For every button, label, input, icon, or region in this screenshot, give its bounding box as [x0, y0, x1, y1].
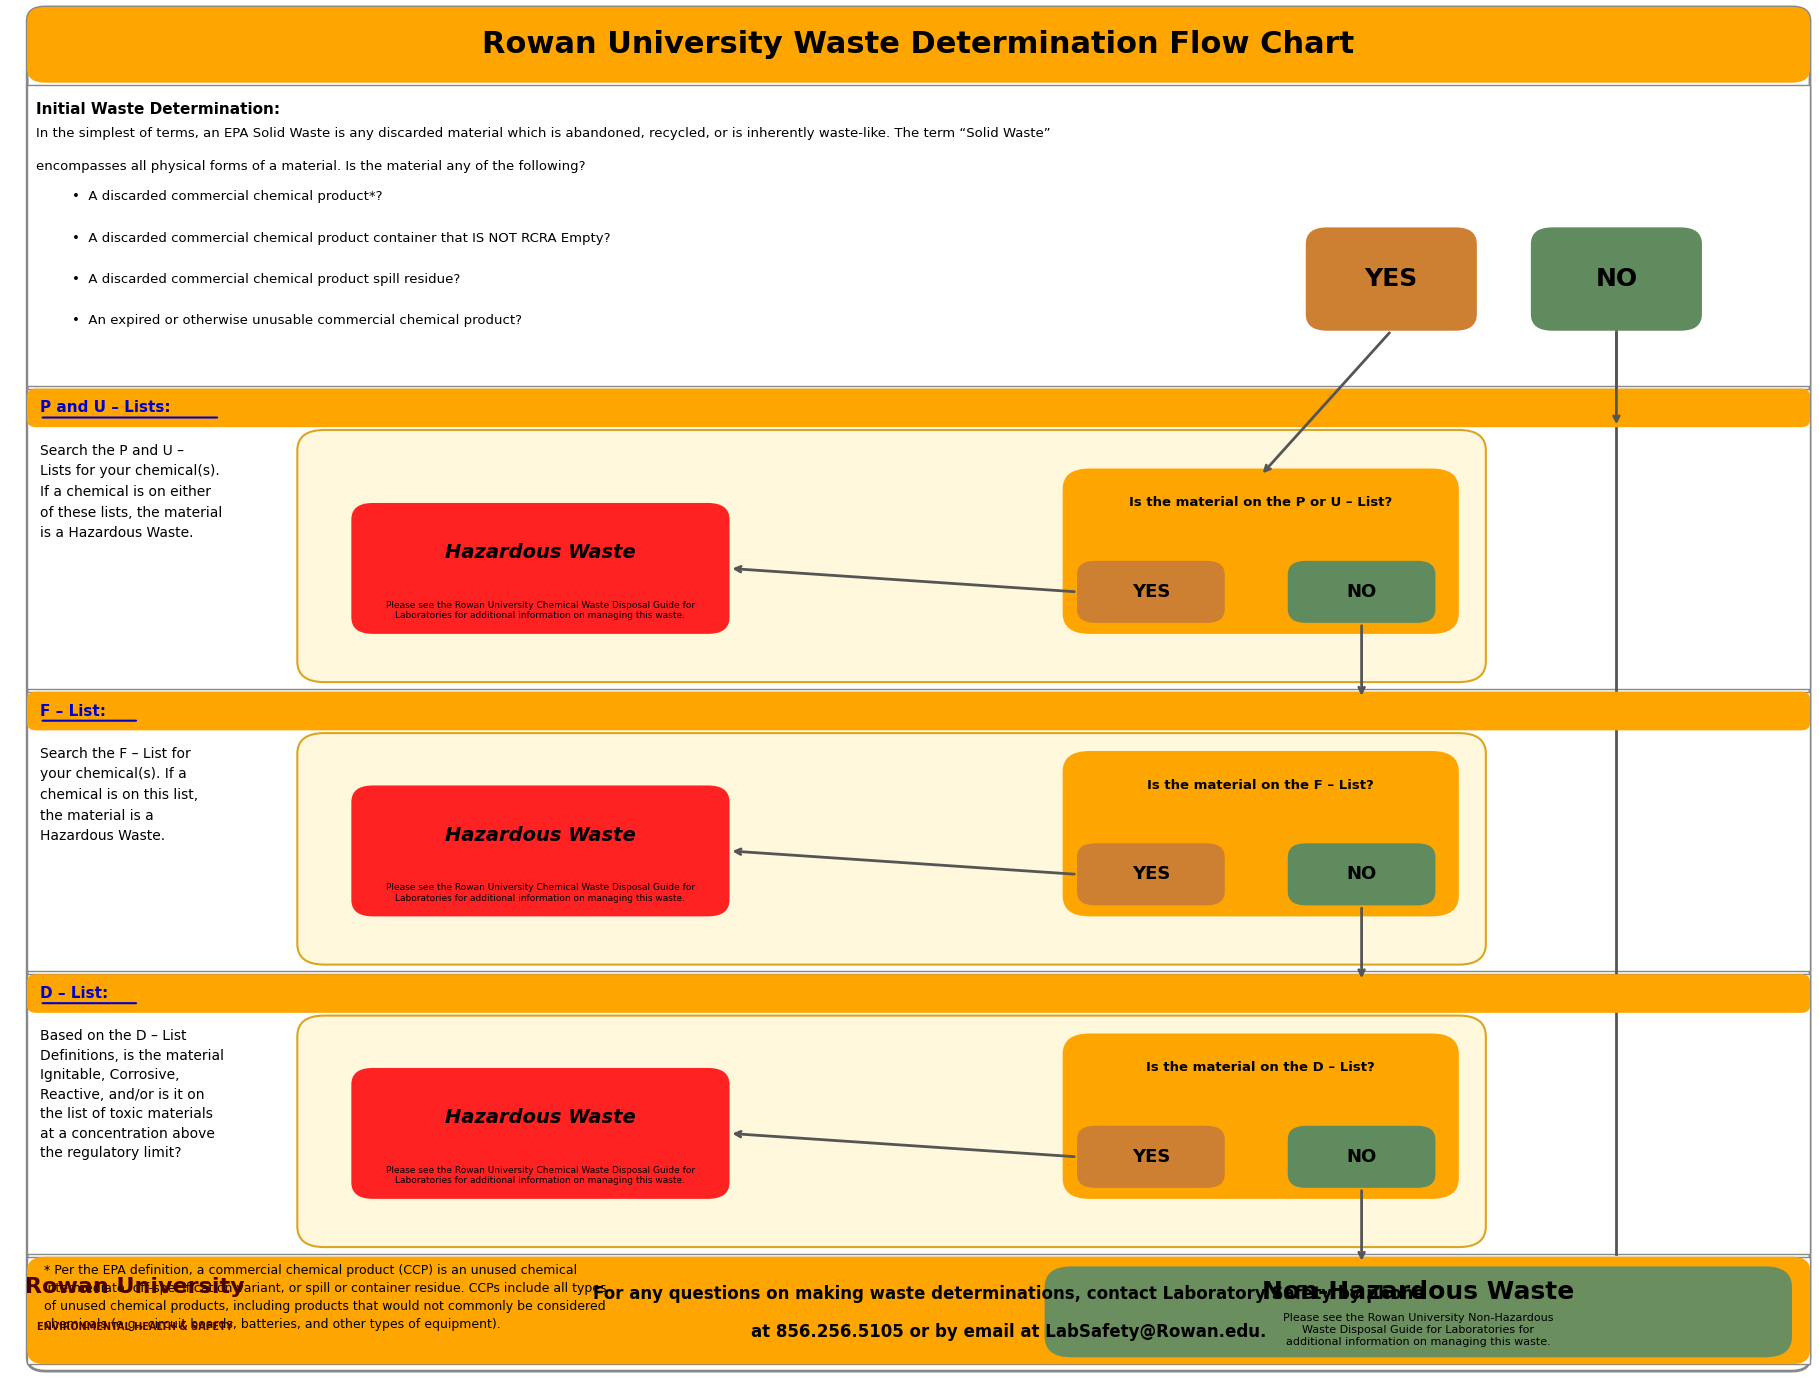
Text: In the simplest of terms, an EPA Solid Waste is any discarded material which is : In the simplest of terms, an EPA Solid W… [36, 127, 1051, 139]
FancyBboxPatch shape [1532, 227, 1703, 331]
FancyBboxPatch shape [1288, 1126, 1435, 1188]
Text: NO: NO [1346, 583, 1377, 601]
Bar [27, 974, 1810, 1254]
FancyBboxPatch shape [351, 1068, 729, 1199]
Text: Is the material on the F – List?: Is the material on the F – List? [1148, 779, 1373, 791]
FancyBboxPatch shape [1077, 561, 1224, 623]
FancyBboxPatch shape [296, 430, 1486, 682]
Text: •  An expired or otherwise unusable commercial chemical product?: • An expired or otherwise unusable comme… [73, 314, 522, 327]
FancyBboxPatch shape [1062, 469, 1459, 634]
Text: Please see the Rowan University Chemical Waste Disposal Guide for
Laboratories f: Please see the Rowan University Chemical… [386, 1166, 695, 1185]
Text: NO: NO [1595, 267, 1637, 291]
Text: YES: YES [1131, 1148, 1170, 1166]
Text: Is the material on the P or U – List?: Is the material on the P or U – List? [1130, 496, 1392, 508]
Bar [27, 692, 1810, 971]
Text: Non-Hazardous Waste: Non-Hazardous Waste [1262, 1280, 1575, 1304]
FancyBboxPatch shape [351, 503, 729, 634]
FancyBboxPatch shape [27, 389, 1810, 427]
Text: Based on the D – List
Definitions, is the material
Ignitable, Corrosive,
Reactiv: Based on the D – List Definitions, is th… [40, 1029, 224, 1160]
Text: F – List:: F – List: [40, 704, 106, 718]
Text: Rowan University Waste Determination Flow Chart: Rowan University Waste Determination Flo… [482, 30, 1355, 59]
Text: * Per the EPA definition, a commercial chemical product (CCP) is an unused chemi: * Per the EPA definition, a commercial c… [40, 1264, 606, 1331]
FancyBboxPatch shape [1077, 1126, 1224, 1188]
Text: at 856.256.5105 or by email at LabSafety@Rowan.edu.: at 856.256.5105 or by email at LabSafety… [751, 1323, 1266, 1341]
Text: Hazardous Waste: Hazardous Waste [446, 543, 637, 562]
FancyBboxPatch shape [1288, 561, 1435, 623]
FancyBboxPatch shape [27, 7, 1810, 1371]
Text: For any questions on making waste determinations, contact Laboratory Safety by p: For any questions on making waste determ… [593, 1286, 1424, 1304]
FancyBboxPatch shape [296, 733, 1486, 965]
Text: Initial Waste Determination:: Initial Waste Determination: [36, 102, 280, 117]
Text: Search the F – List for
your chemical(s). If a
chemical is on this list,
the mat: Search the F – List for your chemical(s)… [40, 747, 198, 843]
FancyBboxPatch shape [27, 974, 1810, 1013]
Text: Rowan University: Rowan University [25, 1277, 246, 1297]
FancyBboxPatch shape [1077, 843, 1224, 905]
Text: ENVIRONMENTAL HEALTH & SAFETY: ENVIRONMENTAL HEALTH & SAFETY [38, 1322, 233, 1331]
Text: YES: YES [1364, 267, 1419, 291]
Text: YES: YES [1131, 583, 1170, 601]
FancyBboxPatch shape [1044, 1266, 1792, 1357]
Text: Please see the Rowan University Chemical Waste Disposal Guide for
Laboratories f: Please see the Rowan University Chemical… [386, 883, 695, 903]
FancyBboxPatch shape [27, 7, 1810, 83]
Text: D – List:: D – List: [40, 987, 107, 1000]
FancyBboxPatch shape [1062, 1034, 1459, 1199]
Text: encompasses all physical forms of a material. Is the material any of the followi: encompasses all physical forms of a mate… [36, 160, 586, 172]
Text: Search the P and U –
Lists for your chemical(s).
If a chemical is on either
of t: Search the P and U – Lists for your chem… [40, 444, 222, 540]
Text: •  A discarded commercial chemical product*?: • A discarded commercial chemical produc… [73, 190, 382, 203]
FancyBboxPatch shape [27, 692, 1810, 730]
Text: •  A discarded commercial chemical product spill residue?: • A discarded commercial chemical produc… [73, 273, 460, 285]
FancyBboxPatch shape [27, 1257, 1810, 1364]
Text: P and U – Lists:: P and U – Lists: [40, 401, 171, 415]
Text: Hazardous Waste: Hazardous Waste [446, 825, 637, 845]
FancyBboxPatch shape [351, 785, 729, 916]
Text: Is the material on the D – List?: Is the material on the D – List? [1146, 1061, 1375, 1073]
FancyBboxPatch shape [1288, 843, 1435, 905]
Text: •  A discarded commercial chemical product container that IS NOT RCRA Empty?: • A discarded commercial chemical produc… [73, 232, 611, 244]
FancyBboxPatch shape [1306, 227, 1477, 331]
Text: Please see the Rowan University Chemical Waste Disposal Guide for
Laboratories f: Please see the Rowan University Chemical… [386, 601, 695, 620]
Bar [27, 389, 1810, 689]
Text: YES: YES [1131, 865, 1170, 883]
Text: NO: NO [1346, 1148, 1377, 1166]
Bar [27, 1257, 1810, 1364]
FancyBboxPatch shape [296, 1016, 1486, 1247]
Bar [27, 85, 1810, 386]
Text: NO: NO [1346, 865, 1377, 883]
Text: Please see the Rowan University Non-Hazardous
Waste Disposal Guide for Laborator: Please see the Rowan University Non-Haza… [1282, 1313, 1553, 1346]
Text: Hazardous Waste: Hazardous Waste [446, 1108, 637, 1127]
FancyBboxPatch shape [1062, 751, 1459, 916]
